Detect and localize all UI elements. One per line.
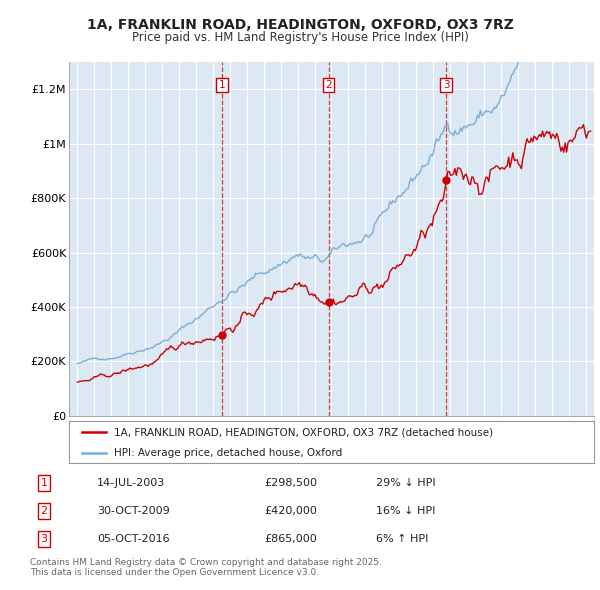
Text: £865,000: £865,000 <box>265 534 317 544</box>
Text: 14-JUL-2003: 14-JUL-2003 <box>97 478 165 488</box>
Text: 2: 2 <box>40 506 47 516</box>
Text: 29% ↓ HPI: 29% ↓ HPI <box>376 478 436 488</box>
Text: 1A, FRANKLIN ROAD, HEADINGTON, OXFORD, OX3 7RZ: 1A, FRANKLIN ROAD, HEADINGTON, OXFORD, O… <box>86 18 514 32</box>
Text: £298,500: £298,500 <box>265 478 317 488</box>
Text: 3: 3 <box>443 80 449 90</box>
Text: Contains HM Land Registry data © Crown copyright and database right 2025.
This d: Contains HM Land Registry data © Crown c… <box>30 558 382 577</box>
Text: 16% ↓ HPI: 16% ↓ HPI <box>376 506 436 516</box>
Text: 1: 1 <box>219 80 226 90</box>
Text: HPI: Average price, detached house, Oxford: HPI: Average price, detached house, Oxfo… <box>113 448 342 457</box>
Text: 1: 1 <box>40 478 47 488</box>
Text: Price paid vs. HM Land Registry's House Price Index (HPI): Price paid vs. HM Land Registry's House … <box>131 31 469 44</box>
Text: 05-OCT-2016: 05-OCT-2016 <box>97 534 170 544</box>
Text: 1A, FRANKLIN ROAD, HEADINGTON, OXFORD, OX3 7RZ (detached house): 1A, FRANKLIN ROAD, HEADINGTON, OXFORD, O… <box>113 427 493 437</box>
Text: 2: 2 <box>325 80 332 90</box>
Text: £420,000: £420,000 <box>265 506 317 516</box>
Text: 3: 3 <box>40 534 47 544</box>
Text: 6% ↑ HPI: 6% ↑ HPI <box>376 534 428 544</box>
Text: 30-OCT-2009: 30-OCT-2009 <box>97 506 170 516</box>
